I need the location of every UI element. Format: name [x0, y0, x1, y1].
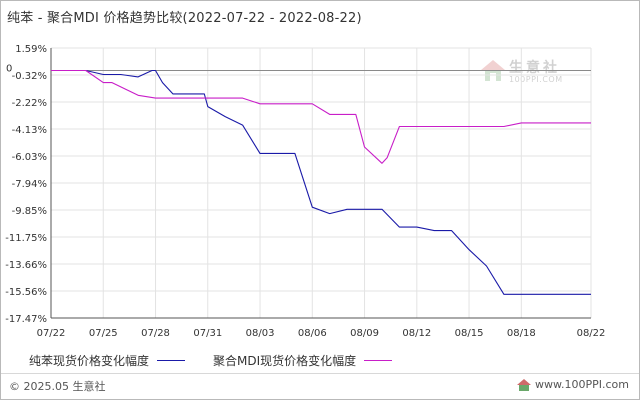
y-tick-label-10: -17.47%: [5, 314, 47, 325]
watermark-url: 100PPI.COM: [509, 75, 563, 84]
x-tick-label-3: 07/31: [193, 328, 222, 339]
y-tick-label-0: 1.59%: [15, 44, 47, 55]
legend-item-series2[interactable]: 聚合MDI现货价格变化幅度: [213, 352, 393, 369]
x-tick-label-5: 08/06: [298, 328, 327, 339]
x-tick-label-7: 08/12: [402, 328, 431, 339]
y-tick-label-9: -15.56%: [5, 287, 47, 298]
y-tick-label-1: -0.32%: [12, 71, 47, 82]
x-tick-label-6: 08/09: [350, 328, 379, 339]
series-line-2: [51, 69, 591, 164]
footer-divider: [1, 373, 639, 374]
legend-swatch-series1: [157, 359, 186, 361]
series-line-1: [51, 69, 591, 295]
footer-copyright: © 2025.05 生意社: [9, 380, 106, 393]
y-tick-label-3: -4.13%: [12, 125, 47, 136]
footer-site-url: www.100PPI.com: [535, 378, 629, 391]
legend-swatch-series2: [364, 359, 393, 361]
x-tick-label-9: 08/18: [507, 328, 536, 339]
chart-legend: 纯苯现货价格变化幅度 聚合MDI现货价格变化幅度: [29, 351, 420, 369]
y-tick-label-8: -13.66%: [5, 260, 47, 271]
legend-label-series1: 纯苯现货价格变化幅度: [29, 353, 150, 368]
x-tick-label-1: 07/25: [89, 328, 118, 339]
x-tick-label-10: 08/22: [577, 328, 606, 339]
x-tick-label-2: 07/28: [141, 328, 170, 339]
x-tick-label-8: 08/15: [455, 328, 484, 339]
y-tick-label-6: -9.85%: [12, 206, 47, 217]
x-tick-label-0: 07/22: [37, 328, 66, 339]
y-tick-label-7: -11.75%: [5, 233, 47, 244]
zero-label: 0: [6, 64, 12, 75]
y-tick-label-2: -2.22%: [12, 98, 47, 109]
footer-site[interactable]: www.100PPI.com: [517, 378, 629, 391]
site-logo-icon: [517, 378, 532, 391]
y-tick-label-4: -6.03%: [12, 152, 47, 163]
chart-title: 纯苯 - 聚合MDI 价格趋势比较(2022-07-22 - 2022-08-2…: [7, 11, 362, 26]
y-tick-label-5: -7.94%: [12, 179, 47, 190]
legend-item-series1[interactable]: 纯苯现货价格变化幅度: [29, 352, 186, 369]
legend-label-series2: 聚合MDI现货价格变化幅度: [213, 353, 357, 368]
x-tick-label-4: 08/03: [246, 328, 275, 339]
